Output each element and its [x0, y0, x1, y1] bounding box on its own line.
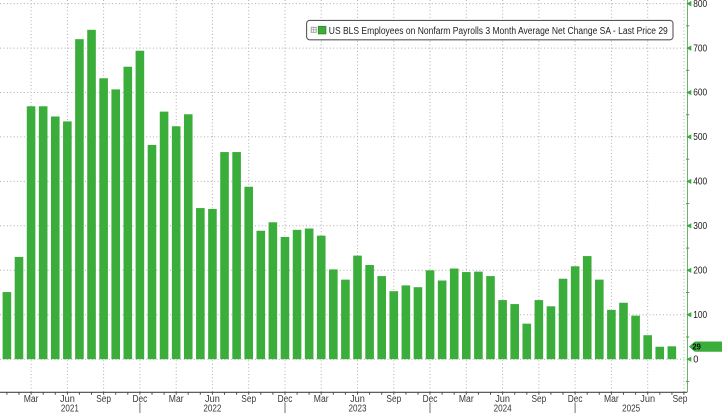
svg-text:500: 500: [693, 132, 707, 143]
svg-text:Dec: Dec: [568, 394, 583, 405]
svg-text:200: 200: [693, 266, 707, 277]
svg-text:2025: 2025: [622, 403, 640, 413]
svg-text:0: 0: [693, 354, 699, 365]
svg-text:29: 29: [692, 342, 701, 352]
svg-text:Sep: Sep: [96, 394, 111, 405]
svg-text:Mar: Mar: [459, 394, 474, 405]
svg-text:Dec: Dec: [278, 394, 293, 405]
svg-text:Jun: Jun: [640, 394, 655, 405]
svg-text:2024: 2024: [494, 403, 512, 413]
svg-text:Dec: Dec: [133, 394, 148, 405]
svg-text:Jun: Jun: [205, 394, 220, 405]
svg-text:Sep: Sep: [241, 394, 256, 405]
svg-text:2021: 2021: [61, 403, 79, 413]
svg-text:Sep: Sep: [673, 394, 688, 405]
svg-text:Jun: Jun: [350, 394, 365, 405]
svg-text:Jun: Jun: [495, 394, 510, 405]
svg-text:2022: 2022: [203, 403, 221, 413]
svg-text:Sep: Sep: [386, 394, 401, 405]
svg-text:Mar: Mar: [604, 394, 619, 405]
svg-text:400: 400: [693, 177, 707, 188]
svg-text:Mar: Mar: [169, 394, 184, 405]
svg-text:Mar: Mar: [24, 394, 39, 405]
svg-text:2023: 2023: [349, 403, 367, 413]
svg-text:Jun: Jun: [60, 394, 75, 405]
svg-text:300: 300: [693, 221, 707, 232]
svg-text:Dec: Dec: [423, 394, 438, 405]
svg-text:US BLS Employees on Nonfarm Pa: US BLS Employees on Nonfarm Payrolls 3 M…: [329, 26, 668, 37]
svg-text:800: 800: [693, 0, 707, 10]
svg-text:100: 100: [693, 310, 707, 321]
svg-text:Mar: Mar: [314, 394, 329, 405]
svg-text:Sep: Sep: [532, 394, 547, 405]
svg-text:700: 700: [693, 43, 707, 54]
svg-text:600: 600: [693, 88, 707, 99]
